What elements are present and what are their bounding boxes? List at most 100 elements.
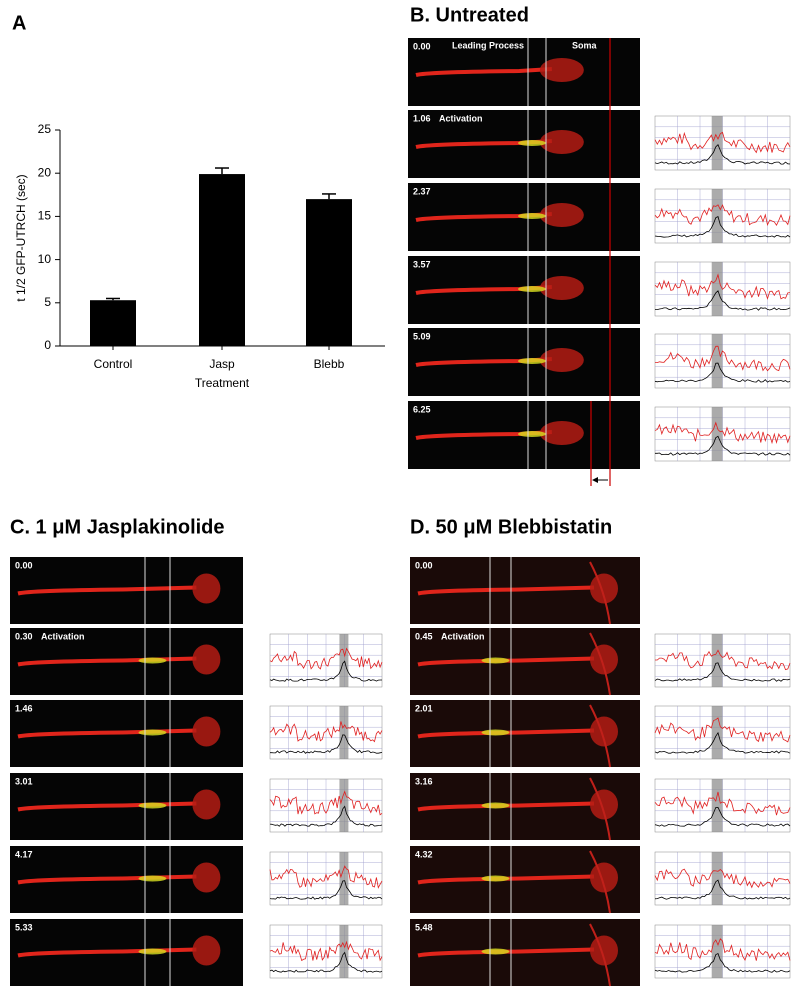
red-profile <box>269 647 383 670</box>
red-profile <box>654 791 791 816</box>
neurite <box>17 656 197 667</box>
neurite-branch <box>589 850 611 914</box>
time-stamp: 5.33 <box>15 922 33 932</box>
roi-band <box>711 779 723 832</box>
time-stamp: 3.57 <box>413 259 431 269</box>
neurite <box>417 656 595 667</box>
soma <box>590 862 618 893</box>
time-stamp: 0.00 <box>15 560 33 570</box>
y-tick-label: 10 <box>38 252 52 266</box>
soma <box>539 348 584 372</box>
time-stamp: 0.00 <box>413 41 431 51</box>
y-tick-label: 20 <box>38 165 52 179</box>
soma <box>539 276 584 300</box>
red-profile <box>655 649 791 671</box>
panel-label: A <box>12 12 26 34</box>
gfp-signal <box>518 431 546 437</box>
red-profile <box>269 865 383 889</box>
time-stamp: 1.46 <box>15 703 33 713</box>
neurite <box>417 801 595 812</box>
roi-band <box>711 706 723 759</box>
soma <box>539 203 584 227</box>
roi-band <box>711 852 723 905</box>
time-stamp: 0.30 <box>15 631 33 641</box>
arrow-head <box>592 477 598 483</box>
time-stamp: 6.25 <box>413 404 431 414</box>
y-tick-label: 5 <box>44 295 51 309</box>
gfp-signal <box>518 140 546 146</box>
red-profile <box>654 868 791 889</box>
black-profile <box>654 952 791 973</box>
red-profile <box>654 421 791 445</box>
bar <box>90 300 136 346</box>
x-tick-label: Control <box>94 357 133 371</box>
gfp-signal <box>481 729 510 736</box>
roi-band <box>339 779 349 832</box>
red-profile <box>655 345 791 372</box>
neurite-branch <box>589 704 611 768</box>
neurite <box>17 874 197 885</box>
black-profile <box>654 362 791 383</box>
neurite-branch <box>589 923 611 987</box>
soma <box>590 716 618 747</box>
soma <box>590 935 618 966</box>
neurite <box>415 285 552 295</box>
red-profile <box>654 131 791 154</box>
neurite-branch <box>589 561 611 625</box>
soma <box>539 130 584 154</box>
neurite <box>417 585 595 596</box>
neurite <box>417 728 595 739</box>
roi-band <box>339 852 349 905</box>
soma <box>192 644 221 675</box>
time-stamp: 2.37 <box>413 186 431 196</box>
roi-band <box>711 634 723 687</box>
soma <box>539 421 584 445</box>
time-stamp: 1.06 <box>413 113 431 123</box>
red-profile <box>654 273 791 300</box>
neurite <box>415 357 552 367</box>
gfp-signal <box>481 802 510 809</box>
y-tick-label: 15 <box>38 209 52 223</box>
neurite <box>415 67 552 77</box>
time-stamp: 3.16 <box>415 776 433 786</box>
time-stamp: 4.32 <box>415 849 433 859</box>
black-profile <box>654 290 791 311</box>
black-profile <box>270 734 383 754</box>
roi-band <box>339 706 349 759</box>
y-axis-label: t 1/2 GFP-UTRCH (sec) <box>14 174 28 301</box>
roi-band <box>339 634 349 687</box>
red-profile <box>654 938 791 961</box>
neurite <box>417 874 595 885</box>
y-tick-label: 25 <box>38 122 52 136</box>
bar <box>306 199 352 346</box>
neurite <box>415 139 552 149</box>
time-stamp: 4.17 <box>15 849 33 859</box>
time-stamp: 0.45 <box>415 631 433 641</box>
neurite <box>17 585 197 596</box>
y-tick-label: 0 <box>44 338 51 352</box>
roi-band <box>711 262 723 316</box>
gfp-signal <box>481 657 510 664</box>
black-profile <box>654 806 791 827</box>
neurite-branch <box>589 632 611 696</box>
gfp-signal <box>518 286 546 292</box>
time-stamp: 5.09 <box>413 331 431 341</box>
x-tick-label: Blebb <box>314 357 345 371</box>
gfp-signal <box>138 948 167 955</box>
neurite <box>415 212 552 222</box>
roi-band <box>711 925 723 978</box>
gfp-signal <box>481 948 510 955</box>
black-profile <box>654 216 791 238</box>
roi-band <box>339 925 349 978</box>
activation-label: Activation <box>41 631 85 641</box>
black-profile <box>269 805 383 827</box>
black-profile <box>269 880 383 900</box>
black-profile <box>654 731 791 754</box>
neurite-branch <box>589 777 611 841</box>
x-axis-label: Treatment <box>195 376 250 390</box>
time-stamp: 5.48 <box>415 922 433 932</box>
activation-label: Activation <box>439 113 483 123</box>
gfp-signal <box>481 875 510 882</box>
soma <box>192 935 221 966</box>
soma <box>192 862 221 893</box>
